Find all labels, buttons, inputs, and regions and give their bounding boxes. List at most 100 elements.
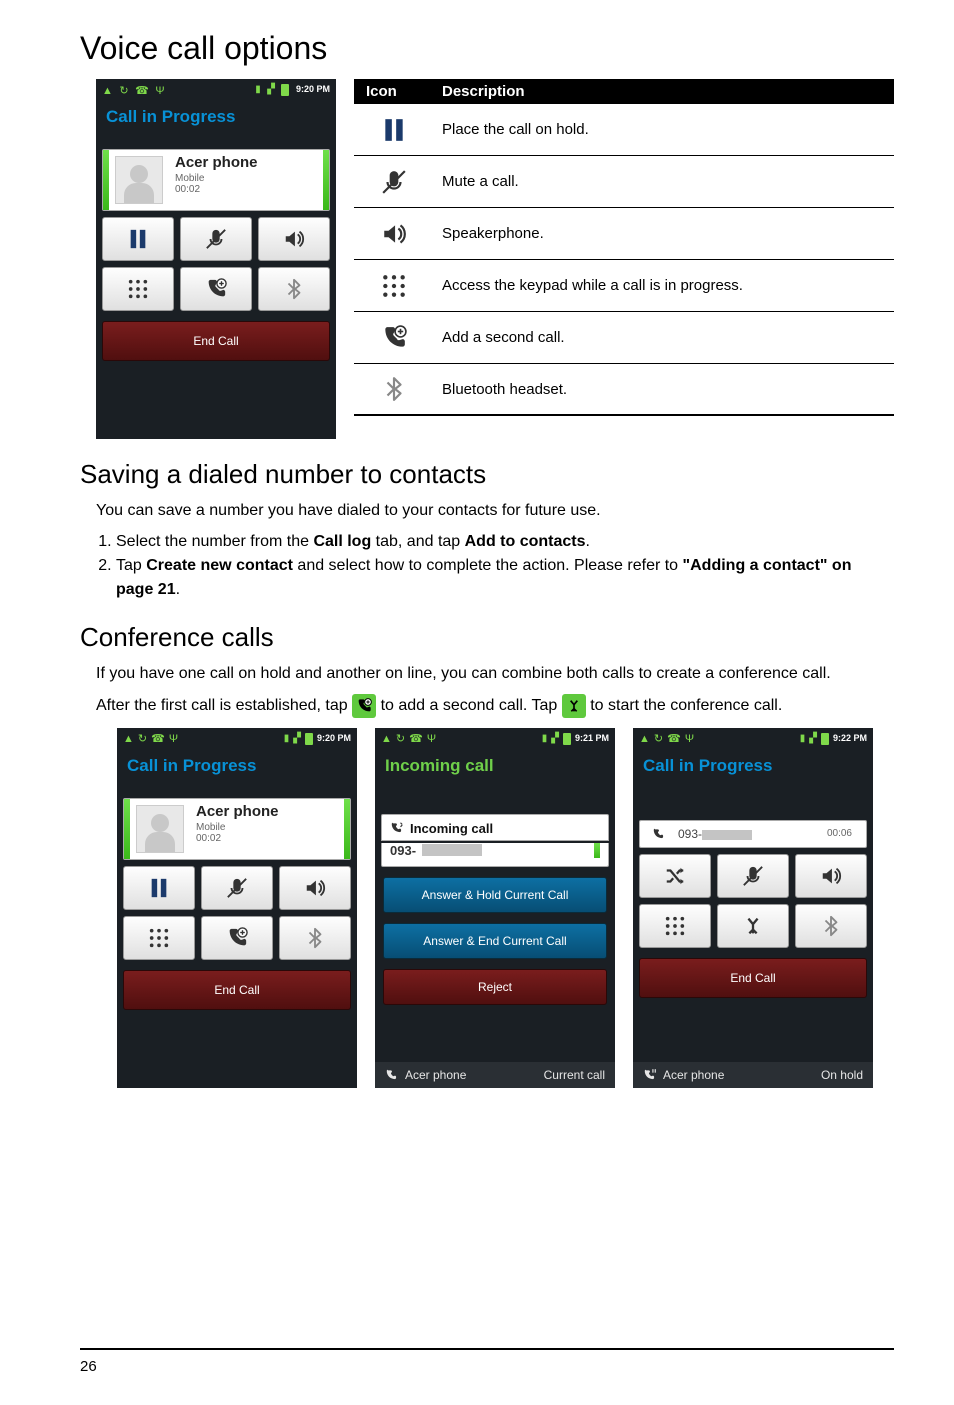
status-call-icon: ☎	[151, 733, 165, 745]
status-usb-icon: Ψ	[155, 85, 164, 97]
contact-name: Acer phone	[196, 803, 338, 820]
swap-button[interactable]	[639, 854, 711, 898]
status-battery-icon	[281, 84, 289, 96]
bluetooth-button[interactable]	[258, 267, 330, 311]
status-bar: ▲↻☎Ψ ▮▞9:22 PM	[633, 728, 873, 750]
desc-row: Bluetooth headset.	[354, 364, 894, 416]
green-strip	[344, 799, 350, 859]
add-call-button[interactable]	[180, 267, 252, 311]
status-signal-icon: ▞	[551, 733, 559, 744]
avatar	[115, 156, 163, 204]
reject-button[interactable]: Reject	[383, 969, 607, 1005]
mute-button[interactable]	[201, 866, 273, 910]
status-vibrate-icon: ▮	[542, 733, 548, 744]
status-battery-icon	[821, 733, 829, 745]
screenshot-call-in-progress-2: ▲↻☎Ψ ▮▞9:20 PM Call in Progress Acer pho…	[117, 728, 357, 1088]
text: .	[586, 533, 590, 550]
green-strip	[103, 150, 109, 210]
strong: Add to contacts	[465, 533, 586, 550]
speaker-button[interactable]	[279, 866, 351, 910]
text: .	[176, 581, 180, 598]
status-call-icon: ☎	[667, 733, 681, 745]
text: Select the number from the	[116, 533, 313, 550]
answer-hold-button[interactable]: Answer & Hold Current Call	[383, 877, 607, 913]
bluetooth-icon	[354, 376, 434, 402]
footer-rule	[80, 1348, 894, 1350]
text: to add a second call. Tap	[381, 697, 562, 714]
status-time: 9:20 PM	[296, 84, 330, 94]
icon-description-table: Icon Description Place the call on hold.…	[354, 79, 894, 416]
mute-button[interactable]	[180, 217, 252, 261]
body-text: If you have one call on hold and another…	[96, 663, 894, 685]
screen-title: Call in Progress	[96, 101, 336, 141]
green-strip	[124, 799, 130, 859]
screen-title: Incoming call	[375, 750, 615, 790]
darkbar-contact: Acer phone	[663, 1068, 724, 1082]
number-redacted	[422, 844, 482, 856]
text: After the first call is established, tap	[96, 697, 352, 714]
desc-text: Mute a call.	[434, 173, 894, 190]
desc-text: Add a second call.	[434, 329, 894, 346]
keypad-button[interactable]	[123, 916, 195, 960]
merge-button[interactable]	[717, 904, 789, 948]
status-bar: ▲↻☎Ψ ▮▞9:21 PM	[375, 728, 615, 750]
mute-icon	[354, 169, 434, 195]
status-sync-icon: ↻	[396, 733, 405, 745]
button-grid	[123, 866, 351, 960]
status-android-icon: ▲	[123, 733, 134, 745]
section-heading: Conference calls	[80, 622, 894, 653]
desc-row: Speakerphone.	[354, 208, 894, 260]
contact-sub: Mobile	[196, 822, 338, 833]
contact-card: Acer phone Mobile 00:02	[123, 798, 351, 860]
status-battery-icon	[305, 733, 313, 745]
hold-button[interactable]	[102, 217, 174, 261]
screenshot-call-in-progress: ▲ ↻ ☎ Ψ ▮ ▞ 9:20 PM Call in Progress Ace…	[96, 79, 336, 439]
active-call-row: 093- 00:06	[639, 820, 867, 848]
contact-name: Acer phone	[175, 154, 317, 171]
strong: Create new contact	[146, 557, 293, 574]
add-call-button[interactable]	[201, 916, 273, 960]
body-text: After the first call is established, tap…	[96, 694, 894, 718]
keypad-icon	[354, 273, 434, 299]
end-call-button[interactable]: End Call	[123, 970, 351, 1010]
number-redacted	[702, 830, 752, 840]
number-prefix: 093-	[390, 843, 416, 858]
end-call-button[interactable]: End Call	[639, 958, 867, 998]
text: and select how to complete the action. P…	[293, 557, 683, 574]
screenshot-conference: ▲↻☎Ψ ▮▞9:22 PM Call in Progress 093- 00:…	[633, 728, 873, 1088]
darkbar-contact: Acer phone	[405, 1068, 466, 1082]
keypad-button[interactable]	[639, 904, 711, 948]
end-call-button[interactable]: End Call	[102, 321, 330, 361]
page-number: 26	[80, 1358, 894, 1375]
status-time: 9:22 PM	[833, 733, 867, 743]
hold-icon	[354, 117, 434, 143]
phone-icon	[385, 1068, 399, 1082]
status-android-icon: ▲	[102, 85, 113, 97]
status-android-icon: ▲	[381, 733, 392, 745]
hold-button[interactable]	[123, 866, 195, 910]
status-call-icon: ☎	[409, 733, 423, 745]
phone-hold-icon	[643, 1068, 657, 1082]
keypad-button[interactable]	[102, 267, 174, 311]
bluetooth-button[interactable]	[279, 916, 351, 960]
call-duration: 00:06	[827, 828, 860, 839]
screen-title: Call in Progress	[633, 750, 873, 790]
status-usb-icon: Ψ	[427, 733, 436, 745]
answer-end-button[interactable]: Answer & End Current Call	[383, 923, 607, 959]
contact-card: Acer phone Mobile 00:02	[102, 149, 330, 211]
desc-text: Place the call on hold.	[434, 121, 894, 138]
status-signal-icon: ▞	[267, 84, 275, 95]
contact-duration: 00:02	[175, 184, 317, 195]
speaker-button[interactable]	[795, 854, 867, 898]
status-sync-icon: ↻	[654, 733, 663, 745]
status-time: 9:20 PM	[317, 733, 351, 743]
phone-down-icon	[390, 821, 404, 835]
speaker-button[interactable]	[258, 217, 330, 261]
steps-list: Select the number from the Call log tab,…	[96, 530, 878, 602]
number-prefix: 093-	[678, 827, 702, 841]
darkbar-on-hold: Acer phone On hold	[633, 1062, 873, 1088]
bluetooth-button[interactable]	[795, 904, 867, 948]
avatar	[136, 805, 184, 853]
screenshot-incoming-call: ▲↻☎Ψ ▮▞9:21 PM Incoming call Incoming ca…	[375, 728, 615, 1088]
mute-button[interactable]	[717, 854, 789, 898]
